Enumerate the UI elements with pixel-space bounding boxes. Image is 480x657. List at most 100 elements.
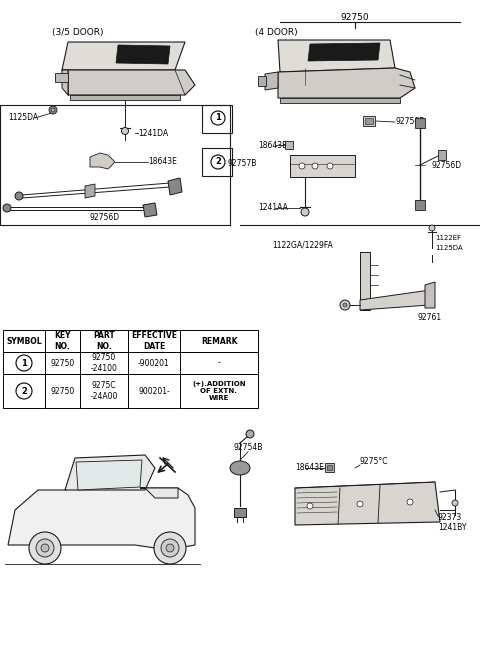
Polygon shape — [360, 252, 370, 310]
Text: 92756B: 92756B — [395, 118, 424, 127]
Circle shape — [16, 383, 32, 399]
Bar — [45, 374, 80, 408]
Text: 1241BY: 1241BY — [438, 524, 467, 533]
Text: 92750: 92750 — [341, 14, 369, 22]
Bar — [438, 150, 446, 160]
Polygon shape — [140, 488, 178, 498]
Text: 2: 2 — [215, 158, 221, 166]
Text: 1122EF: 1122EF — [435, 235, 461, 241]
Text: (3/5 DOOR): (3/5 DOOR) — [52, 28, 104, 37]
Text: 2: 2 — [21, 386, 27, 396]
Polygon shape — [265, 72, 278, 90]
Polygon shape — [65, 455, 155, 490]
Circle shape — [452, 500, 458, 506]
Text: 1125DA: 1125DA — [435, 245, 463, 251]
Text: 92750: 92750 — [50, 386, 74, 396]
Circle shape — [307, 503, 313, 509]
Polygon shape — [8, 488, 195, 548]
Circle shape — [407, 499, 413, 505]
Polygon shape — [143, 203, 157, 217]
Ellipse shape — [230, 461, 250, 475]
Text: 9275C
-24A00: 9275C -24A00 — [90, 381, 118, 401]
Polygon shape — [62, 70, 68, 95]
Text: 92373: 92373 — [438, 514, 462, 522]
Circle shape — [327, 163, 333, 169]
Bar — [202, 105, 232, 133]
Circle shape — [429, 225, 435, 231]
Text: 1122GA/1229FA: 1122GA/1229FA — [272, 240, 333, 250]
Bar — [45, 352, 80, 374]
Text: 92750
-24100: 92750 -24100 — [91, 353, 118, 373]
Polygon shape — [62, 70, 195, 95]
Circle shape — [49, 106, 57, 114]
Bar — [180, 374, 258, 408]
Bar — [415, 200, 425, 210]
Circle shape — [211, 111, 225, 125]
Bar — [202, 148, 232, 176]
Circle shape — [166, 544, 174, 552]
Circle shape — [340, 300, 350, 310]
Text: 1241AA: 1241AA — [258, 204, 288, 212]
Text: REMARK: REMARK — [201, 336, 237, 346]
Bar — [3, 374, 45, 408]
Bar — [327, 465, 332, 470]
Text: 9275°C: 9275°C — [360, 457, 388, 466]
Bar — [45, 330, 80, 352]
Circle shape — [154, 532, 186, 564]
Bar — [258, 76, 266, 86]
Circle shape — [16, 355, 32, 371]
Circle shape — [3, 204, 11, 212]
Circle shape — [36, 539, 54, 557]
Text: 1241DA: 1241DA — [138, 129, 168, 137]
Bar — [3, 330, 45, 352]
Text: -: - — [217, 359, 220, 367]
Circle shape — [246, 430, 254, 438]
Text: (4 DOOR): (4 DOOR) — [255, 28, 298, 37]
Bar — [3, 352, 45, 374]
Bar — [363, 116, 375, 126]
Polygon shape — [168, 178, 182, 195]
Bar — [128, 374, 180, 408]
Text: 1125DA: 1125DA — [8, 114, 38, 122]
Polygon shape — [70, 95, 180, 100]
Polygon shape — [278, 68, 415, 98]
Text: 92754B: 92754B — [233, 443, 263, 453]
Text: 92757B: 92757B — [228, 158, 257, 168]
Text: 18643E: 18643E — [148, 158, 177, 166]
Polygon shape — [308, 43, 380, 61]
Bar — [128, 330, 180, 352]
Circle shape — [41, 544, 49, 552]
Text: 92761: 92761 — [418, 313, 442, 323]
Text: 92750: 92750 — [50, 359, 74, 367]
Bar — [285, 141, 293, 149]
Bar — [365, 118, 373, 124]
Polygon shape — [425, 282, 435, 308]
Bar — [415, 118, 425, 128]
Circle shape — [343, 303, 347, 307]
Circle shape — [299, 163, 305, 169]
Text: 18643E: 18643E — [295, 463, 324, 472]
Bar — [80, 352, 128, 374]
Circle shape — [301, 208, 309, 216]
Bar — [325, 463, 334, 472]
Circle shape — [51, 108, 55, 112]
Text: 900201-: 900201- — [138, 386, 170, 396]
Bar — [234, 508, 246, 517]
Polygon shape — [55, 73, 68, 82]
Text: KEY
NO.: KEY NO. — [54, 331, 71, 351]
Circle shape — [312, 163, 318, 169]
Polygon shape — [295, 482, 440, 525]
Circle shape — [121, 127, 129, 135]
Bar — [80, 330, 128, 352]
Polygon shape — [76, 460, 142, 490]
Text: 1: 1 — [215, 114, 221, 122]
Bar — [80, 374, 128, 408]
Text: 18643E: 18643E — [258, 141, 287, 150]
Bar — [180, 330, 258, 352]
Circle shape — [29, 532, 61, 564]
Circle shape — [357, 501, 363, 507]
Polygon shape — [360, 290, 430, 310]
Text: -900201: -900201 — [138, 359, 170, 367]
Polygon shape — [90, 153, 115, 169]
Polygon shape — [116, 45, 170, 64]
